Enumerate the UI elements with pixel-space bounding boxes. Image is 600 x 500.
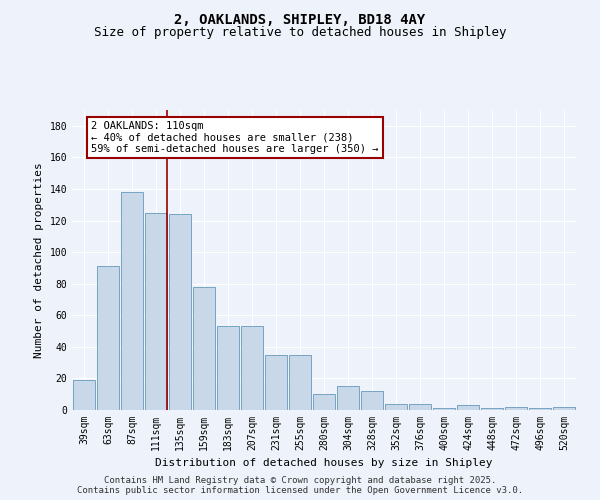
Bar (457, 406, 479, 410)
Bar (361, 391, 383, 410)
Text: 2 OAKLANDS: 110sqm
← 40% of detached houses are smaller (238)
59% of semi-detach: 2 OAKLANDS: 110sqm ← 40% of detached hou… (91, 121, 379, 154)
Bar (433, 408, 455, 410)
Bar (313, 394, 335, 410)
X-axis label: Distribution of detached houses by size in Shipley: Distribution of detached houses by size … (155, 458, 493, 468)
Bar (193, 287, 215, 410)
Bar (217, 326, 239, 410)
Bar (529, 408, 551, 410)
Text: 2, OAKLANDS, SHIPLEY, BD18 4AY: 2, OAKLANDS, SHIPLEY, BD18 4AY (175, 12, 425, 26)
Bar (289, 354, 311, 410)
Bar (409, 404, 431, 410)
Bar (121, 192, 143, 410)
Bar (337, 386, 359, 410)
Bar (481, 408, 503, 410)
Bar (265, 354, 287, 410)
Bar (505, 407, 527, 410)
Bar (385, 404, 407, 410)
Bar (145, 212, 167, 410)
Bar (97, 266, 119, 410)
Text: Contains HM Land Registry data © Crown copyright and database right 2025.
Contai: Contains HM Land Registry data © Crown c… (77, 476, 523, 495)
Bar (241, 326, 263, 410)
Bar (73, 380, 95, 410)
Text: Size of property relative to detached houses in Shipley: Size of property relative to detached ho… (94, 26, 506, 39)
Bar (169, 214, 191, 410)
Y-axis label: Number of detached properties: Number of detached properties (34, 162, 44, 358)
Bar (553, 407, 575, 410)
